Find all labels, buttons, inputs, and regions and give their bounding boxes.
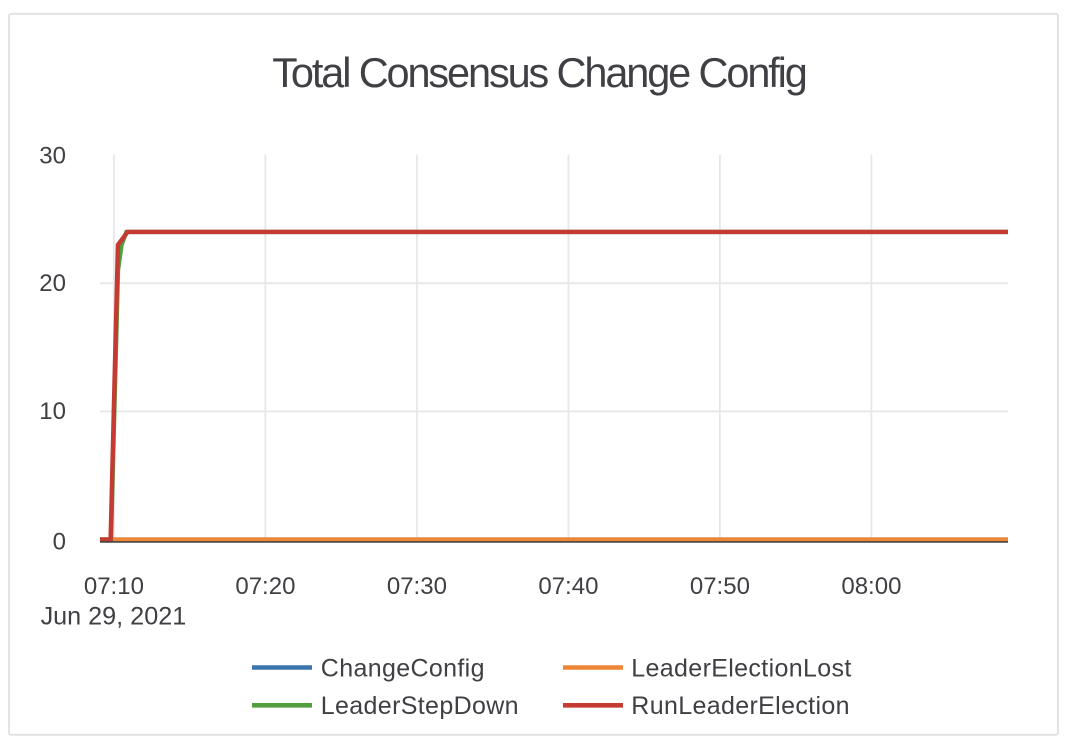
svg-text:30: 30	[39, 142, 66, 169]
svg-text:RunLeaderElection: RunLeaderElection	[631, 692, 850, 720]
svg-text:Jun 29, 2021: Jun 29, 2021	[41, 603, 187, 631]
svg-text:0: 0	[53, 528, 66, 555]
svg-text:LeaderElectionLost: LeaderElectionLost	[631, 654, 851, 682]
svg-text:08:00: 08:00	[841, 573, 901, 600]
svg-text:Total Consensus Change Config: Total Consensus Change Config	[272, 49, 805, 96]
svg-text:07:40: 07:40	[538, 573, 598, 600]
svg-text:07:20: 07:20	[235, 573, 295, 600]
svg-text:20: 20	[39, 270, 66, 297]
svg-text:07:50: 07:50	[690, 573, 750, 600]
svg-text:ChangeConfig: ChangeConfig	[321, 654, 485, 682]
svg-text:07:10: 07:10	[84, 573, 144, 600]
svg-text:10: 10	[39, 398, 66, 425]
svg-text:LeaderStepDown: LeaderStepDown	[321, 692, 519, 720]
svg-text:07:30: 07:30	[387, 573, 447, 600]
